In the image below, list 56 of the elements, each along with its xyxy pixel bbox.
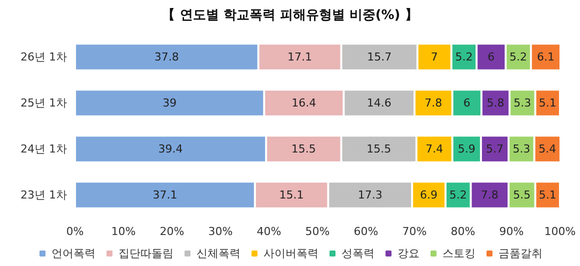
chart-title: 【 연도별 학교폭력 피해유형별 비중(%) 】 xyxy=(162,7,418,23)
y-tick-label: 26년 1차 xyxy=(20,50,67,64)
data-label: 17.1 xyxy=(288,50,312,64)
legend-label: 성폭력 xyxy=(342,247,374,260)
legend-label: 신체폭력 xyxy=(196,247,240,260)
data-label: 5.3 xyxy=(514,96,532,110)
data-label: 15.7 xyxy=(367,50,392,64)
x-tick-label: 40% xyxy=(256,225,282,238)
x-tick-label: 60% xyxy=(354,225,378,238)
data-label: 5.3 xyxy=(512,142,530,156)
data-label: 39 xyxy=(162,96,177,110)
data-label: 6 xyxy=(488,50,495,64)
x-tick-label: 90% xyxy=(499,225,524,238)
data-label: 39.4 xyxy=(158,142,183,156)
y-tick-label: 24년 1차 xyxy=(20,142,67,156)
data-label: 37.8 xyxy=(154,50,179,64)
data-label: 7.4 xyxy=(426,142,444,156)
data-label: 7.8 xyxy=(424,96,442,110)
legend-label: 언어폭력 xyxy=(52,247,96,260)
x-tick-label: 10% xyxy=(111,225,136,238)
x-tick-label: 20% xyxy=(160,225,184,238)
data-label: 5.7 xyxy=(486,142,504,156)
x-tick-label: 70% xyxy=(402,225,427,238)
data-label: 16.4 xyxy=(292,96,316,110)
data-label: 5.8 xyxy=(486,96,504,110)
legend-label: 금품갈취 xyxy=(498,247,542,260)
data-label: 15.5 xyxy=(366,142,392,156)
data-label: 6.9 xyxy=(420,188,438,202)
data-label: 5.5 xyxy=(513,188,531,202)
data-label: 14.6 xyxy=(366,96,392,110)
legend-label: 사이버폭력 xyxy=(264,247,318,260)
y-tick-label: 23년 1차 xyxy=(20,188,67,202)
y-tick-label: 25년 1차 xyxy=(20,96,67,110)
x-tick-label: 50% xyxy=(305,225,330,238)
legend-label: 강요 xyxy=(398,247,420,260)
x-tick-label: 80% xyxy=(450,225,476,238)
data-label: 5.4 xyxy=(538,142,556,156)
data-label: 15.1 xyxy=(279,188,304,202)
data-label: 5.2 xyxy=(449,188,467,202)
data-label: 7.8 xyxy=(480,188,498,202)
data-label: 37.1 xyxy=(152,188,178,202)
data-label: 17.3 xyxy=(358,188,382,202)
data-label: 5.2 xyxy=(455,50,473,64)
x-tick-label: 30% xyxy=(208,225,233,238)
data-label: 5.9 xyxy=(458,142,476,156)
data-label: 7 xyxy=(430,50,438,64)
data-label: 5.1 xyxy=(538,96,556,110)
legend-label: 스토킹 xyxy=(442,247,476,260)
data-label: 5.2 xyxy=(510,50,528,64)
data-label: 6.1 xyxy=(536,50,554,64)
legend-label: 집단따돌림 xyxy=(118,247,174,260)
data-label: 5.1 xyxy=(538,188,556,202)
data-label: 6 xyxy=(463,96,470,110)
data-label: 15.5 xyxy=(291,142,316,156)
x-tick-label: 0% xyxy=(66,225,84,238)
x-tick-label: 100% xyxy=(544,225,576,238)
